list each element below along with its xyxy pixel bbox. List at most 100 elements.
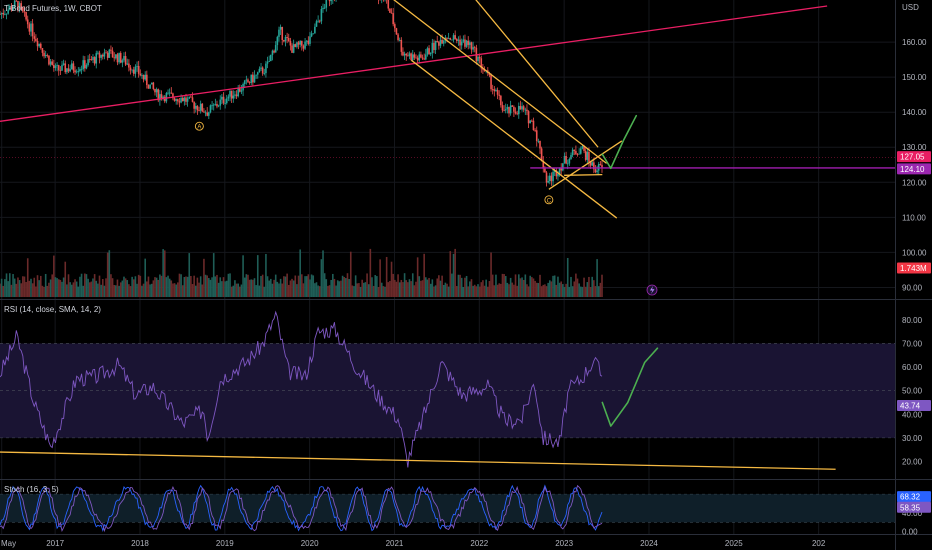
volume-bar	[498, 283, 501, 297]
candle-body	[10, 6, 13, 10]
candle-body	[504, 109, 507, 111]
volume-bar	[33, 277, 36, 297]
volume-bar	[93, 274, 96, 297]
volume-bar	[108, 250, 111, 297]
candle-body	[469, 42, 471, 45]
volume-bar	[527, 286, 530, 297]
volume-bar	[136, 283, 138, 297]
volume-bar	[0, 278, 3, 297]
stoch-badge-0-bg	[897, 491, 931, 503]
candle-body	[565, 156, 567, 164]
volume-bar	[97, 283, 99, 297]
candle-body	[563, 156, 566, 164]
candle-body	[460, 41, 463, 46]
volume-bar	[247, 274, 249, 297]
candle-body	[322, 7, 324, 9]
candle-body	[237, 88, 239, 97]
volume-bar	[137, 274, 140, 297]
candle-body	[155, 89, 158, 93]
volume-bar	[576, 278, 579, 297]
candle-body	[4, 13, 6, 15]
candle-body	[255, 74, 257, 76]
candle-body	[281, 26, 284, 40]
stoch-pane[interactable]: Stoch (16, 3, 5)	[0, 484, 895, 533]
volume-bar	[87, 278, 89, 297]
candle-body	[167, 92, 169, 94]
candle-body	[129, 67, 132, 71]
candle-body	[429, 53, 432, 55]
candle-body	[98, 52, 101, 58]
candle-body	[521, 106, 523, 110]
rsi-tick-label: 30.00	[902, 434, 923, 443]
volume-bar	[224, 281, 226, 297]
candle-body	[72, 63, 75, 71]
wave-label-circle-1	[544, 195, 554, 205]
volume-bar	[565, 283, 567, 297]
candle-body	[552, 172, 554, 182]
candle-body	[442, 40, 445, 44]
volume-bar	[431, 279, 434, 297]
price-trend-lines[interactable]	[0, 0, 895, 219]
volume-bar	[309, 279, 311, 297]
candle-body	[163, 96, 166, 102]
volume-bar	[206, 275, 208, 297]
candle-body	[88, 59, 91, 61]
price-pane[interactable]: AC T-Bond Futures, 1W, CBOT	[0, 0, 895, 297]
volume-bar	[258, 285, 261, 297]
volume-bar	[20, 283, 23, 297]
candle-body	[537, 140, 540, 142]
volume-bar	[380, 282, 383, 297]
volume-bar	[232, 285, 235, 297]
candle-body	[240, 90, 243, 92]
volume-badge-bg	[897, 262, 931, 274]
volume-bar	[296, 284, 298, 297]
candle-body	[206, 112, 208, 116]
volume-bar	[433, 286, 435, 297]
volume-bar	[128, 284, 130, 297]
volume-bar	[491, 274, 494, 297]
volume-bar	[469, 281, 471, 297]
candle-body	[496, 89, 499, 95]
candle-body	[294, 44, 297, 47]
volume-bar	[304, 276, 306, 297]
candle-body	[491, 89, 494, 90]
candle-body	[403, 53, 406, 56]
volume-bar	[310, 274, 313, 297]
candle-body	[524, 109, 527, 111]
candle-body	[547, 181, 549, 183]
volume-bar	[372, 285, 375, 297]
candle-body	[407, 55, 409, 57]
volume-bar	[460, 277, 463, 297]
candle-body	[116, 54, 119, 63]
candle-body	[36, 40, 39, 47]
price-tick-label: USD	[902, 3, 919, 12]
volume-bar	[175, 284, 177, 297]
time-tick-label: 2017	[46, 539, 64, 548]
volume-bar	[323, 273, 326, 297]
volume-bar	[35, 286, 37, 297]
candle-body	[278, 29, 280, 37]
rsi-pane[interactable]: RSI (14, close, SMA, 14, 2)	[0, 305, 895, 470]
volume-bar	[132, 279, 135, 297]
candle-body	[570, 155, 572, 159]
candle-body	[310, 33, 313, 37]
volume-bar	[278, 283, 280, 297]
volume-bar	[346, 273, 349, 297]
volume-bar	[74, 279, 76, 297]
price-tick-label: 160.00	[902, 38, 927, 47]
candle-body	[286, 36, 288, 38]
volume-bar	[410, 281, 412, 297]
candle-body	[558, 167, 561, 174]
volume-bar	[124, 278, 127, 297]
candle-body	[258, 68, 261, 73]
volume-bar	[118, 285, 120, 297]
time-axis[interactable]: May 2017 2018 2019 2020 2021 2022 2023 2024 2025 2…	[1, 539, 826, 548]
price-axis[interactable]: USD 160.00 150.00 140.00 130.00 120.00 110.00 1…	[902, 3, 927, 537]
volume-bar	[46, 285, 49, 297]
candle-body	[452, 35, 455, 40]
candle-body	[416, 57, 419, 61]
candle-body	[526, 109, 528, 112]
volume-bar	[113, 284, 115, 297]
volume-bar	[204, 274, 207, 297]
